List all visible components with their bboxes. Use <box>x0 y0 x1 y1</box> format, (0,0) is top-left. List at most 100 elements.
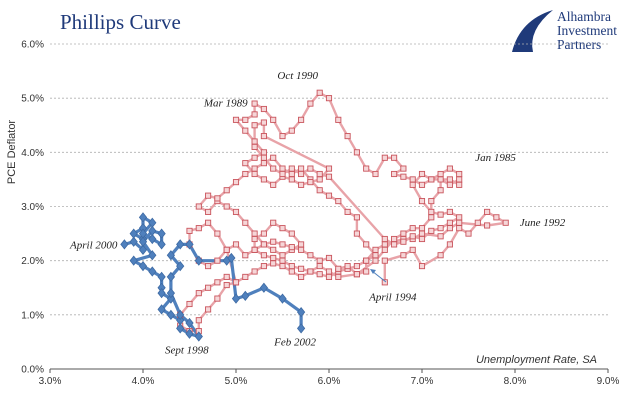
data-point <box>148 250 157 261</box>
data-point <box>157 271 166 283</box>
data-point <box>325 165 333 172</box>
data-point <box>456 214 463 221</box>
x-tick-label: 5.0% <box>225 376 248 387</box>
series-line-1 <box>178 91 507 333</box>
data-point <box>260 230 267 237</box>
data-point <box>446 241 453 248</box>
data-point <box>185 317 194 329</box>
chart-title: Phillips Curve <box>60 10 181 34</box>
data-point <box>400 252 407 259</box>
data-point <box>251 268 258 275</box>
annotation-label: June 1992 <box>520 217 566 229</box>
data-point <box>251 246 258 253</box>
data-point <box>325 192 333 199</box>
data-point <box>400 173 407 180</box>
data-point <box>148 225 157 237</box>
data-point <box>298 273 305 280</box>
data-point <box>279 133 286 140</box>
data-point <box>176 323 185 334</box>
data-point <box>391 241 398 248</box>
data-point <box>391 170 398 178</box>
data-point <box>372 252 379 259</box>
annotation-label: April 2000 <box>69 239 118 251</box>
data-point <box>335 116 342 123</box>
data-point <box>298 165 305 172</box>
data-point <box>298 265 305 272</box>
data-point <box>223 246 230 253</box>
data-point <box>484 222 491 229</box>
data-point <box>148 266 157 277</box>
data-point <box>251 138 258 145</box>
data-point <box>270 165 277 172</box>
data-point <box>288 165 295 172</box>
data-point <box>372 170 379 178</box>
data-point <box>316 271 323 278</box>
data-point <box>251 111 258 118</box>
data-point <box>437 252 444 259</box>
x-axis-label: Unemployment Rate, SA <box>476 354 597 366</box>
data-point <box>307 179 314 186</box>
data-point <box>232 208 240 215</box>
data-point <box>166 250 176 261</box>
data-point <box>391 235 398 243</box>
data-point <box>242 170 249 178</box>
annotations: Oct 1990 Mar 1989 Jan 1985 June 1992 April 2… <box>69 70 566 357</box>
data-point <box>428 176 435 183</box>
data-point <box>484 208 491 215</box>
data-point <box>446 208 453 215</box>
data-point <box>288 230 295 237</box>
data-point <box>400 230 407 237</box>
data-point <box>223 203 230 210</box>
data-point <box>372 257 379 264</box>
data-point <box>214 257 221 264</box>
data-point <box>251 230 258 237</box>
data-point <box>418 225 426 232</box>
data-point <box>474 219 481 226</box>
series-line-2 <box>122 215 303 339</box>
alhambra-logo-icon <box>512 10 553 52</box>
data-point <box>335 273 342 280</box>
data-point <box>456 170 463 178</box>
data-point <box>260 176 267 183</box>
data-point <box>205 306 212 313</box>
data-point <box>166 288 176 299</box>
data-point <box>279 257 286 264</box>
data-point <box>316 257 323 264</box>
data-point <box>270 116 277 123</box>
data-point <box>185 239 194 250</box>
data-point <box>316 176 323 183</box>
data-point <box>409 225 416 232</box>
data-point <box>335 198 342 205</box>
data-point <box>298 116 305 123</box>
data-point <box>372 246 379 253</box>
data-point <box>456 181 463 188</box>
data-point <box>353 230 360 237</box>
series-markers <box>120 89 509 342</box>
data-point <box>418 235 426 243</box>
data-point <box>270 219 277 226</box>
data-point <box>316 187 323 194</box>
annotation-label: Feb 2002 <box>273 336 316 348</box>
data-point <box>251 122 258 129</box>
annotation-label: Mar 1989 <box>203 98 248 110</box>
data-point <box>456 225 463 232</box>
data-point <box>381 241 388 248</box>
x-tick-label: 4.0% <box>132 376 155 387</box>
x-tick-label: 7.0% <box>411 376 434 387</box>
data-point <box>166 293 176 304</box>
x-tick-labels: 3.0% 4.0% 5.0% 6.0% 7.0% 8.0% 9.0% <box>39 376 620 387</box>
logo-line-2: Investment <box>557 23 617 38</box>
data-point <box>214 195 221 202</box>
data-point <box>205 192 212 199</box>
data-point <box>288 176 295 183</box>
data-point <box>129 236 138 247</box>
data-point <box>418 230 426 237</box>
data-point <box>251 143 258 150</box>
data-point <box>456 219 463 226</box>
data-point <box>446 165 453 172</box>
data-point <box>279 170 286 178</box>
data-point <box>260 263 267 270</box>
data-point <box>456 176 463 183</box>
data-point <box>260 154 267 161</box>
data-point <box>381 235 388 243</box>
